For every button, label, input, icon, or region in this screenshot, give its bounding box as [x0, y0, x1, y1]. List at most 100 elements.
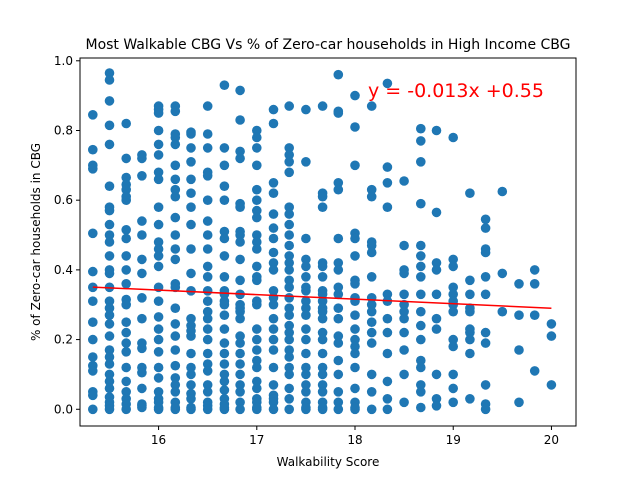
data-point	[251, 345, 262, 355]
data-point	[170, 106, 181, 117]
data-point	[366, 101, 377, 111]
data-point	[104, 404, 115, 415]
data-point	[366, 191, 377, 202]
data-point	[448, 254, 459, 265]
data-point	[399, 313, 409, 324]
data-point	[186, 188, 196, 198]
y-axis-ticks: 0.0 0.2 0.4 0.6 0.8 1.0	[54, 54, 80, 416]
data-point	[219, 181, 230, 191]
data-point	[251, 244, 262, 254]
data-point	[219, 272, 230, 282]
data-point	[268, 209, 279, 219]
data-point	[284, 202, 295, 212]
data-point	[480, 327, 491, 338]
data-point	[317, 362, 328, 373]
data-point	[104, 75, 115, 85]
data-point	[268, 247, 279, 258]
data-point	[202, 348, 213, 359]
data-point	[153, 324, 164, 334]
data-point	[382, 348, 393, 359]
data-points	[88, 68, 557, 415]
data-point	[480, 380, 491, 390]
data-point	[448, 306, 459, 317]
data-point	[448, 341, 459, 352]
data-point	[170, 212, 181, 223]
data-point	[153, 219, 164, 230]
data-point	[317, 296, 328, 307]
data-point	[301, 380, 311, 390]
data-point	[202, 244, 213, 254]
data-point	[382, 289, 393, 300]
data-point	[186, 268, 196, 279]
data-point	[121, 404, 131, 415]
data-point	[333, 233, 344, 244]
data-point	[170, 282, 181, 293]
data-point	[333, 108, 344, 118]
data-point	[416, 251, 426, 261]
data-point	[431, 401, 442, 411]
data-point	[202, 286, 213, 296]
data-point	[153, 387, 164, 397]
data-point	[268, 223, 279, 233]
data-point	[88, 317, 98, 328]
data-point	[333, 313, 344, 324]
y-tick-label: 0.4	[54, 263, 73, 277]
data-point	[448, 299, 459, 310]
data-point	[235, 275, 245, 286]
data-point	[399, 345, 409, 355]
data-point	[284, 394, 295, 404]
data-point	[416, 362, 426, 373]
data-point	[301, 303, 311, 314]
chart-title: Most Walkable CBG Vs % of Zero-car house…	[85, 37, 570, 53]
data-point	[153, 261, 164, 272]
data-point	[137, 230, 147, 240]
data-point	[202, 195, 213, 205]
data-point	[301, 286, 311, 296]
data-point	[170, 402, 181, 413]
data-point	[251, 402, 262, 413]
data-point	[301, 104, 311, 115]
data-point	[153, 150, 164, 160]
data-point	[251, 383, 262, 394]
data-point	[153, 402, 164, 413]
data-point	[301, 233, 311, 244]
data-point	[186, 157, 196, 167]
data-point	[366, 299, 377, 310]
data-point	[104, 296, 115, 307]
data-point	[268, 324, 279, 334]
data-point	[202, 230, 213, 240]
data-point	[235, 146, 245, 157]
data-point	[251, 184, 262, 195]
data-point	[382, 376, 393, 387]
data-point	[170, 387, 181, 397]
data-point	[416, 387, 426, 397]
data-point	[399, 289, 409, 300]
data-point	[317, 348, 328, 359]
data-point	[251, 160, 262, 171]
data-point	[382, 202, 393, 212]
data-point	[480, 247, 491, 258]
data-point	[186, 286, 196, 296]
data-point	[137, 293, 147, 303]
data-point	[170, 132, 181, 143]
data-point	[121, 279, 131, 289]
data-point	[219, 299, 230, 310]
data-point	[104, 310, 115, 321]
data-point	[104, 205, 115, 216]
y-tick-label: 0.0	[54, 402, 73, 416]
data-point	[104, 352, 115, 362]
data-point	[186, 326, 196, 336]
data-point	[121, 153, 131, 164]
data-point	[202, 313, 213, 324]
data-point	[448, 397, 459, 408]
data-point	[350, 233, 360, 244]
data-point	[219, 251, 230, 261]
data-point	[301, 254, 311, 265]
data-point	[333, 355, 344, 366]
data-point	[399, 306, 409, 317]
data-point	[104, 68, 115, 78]
data-point	[153, 108, 164, 118]
data-point	[202, 387, 213, 397]
data-point	[284, 150, 295, 160]
data-point	[153, 174, 164, 185]
